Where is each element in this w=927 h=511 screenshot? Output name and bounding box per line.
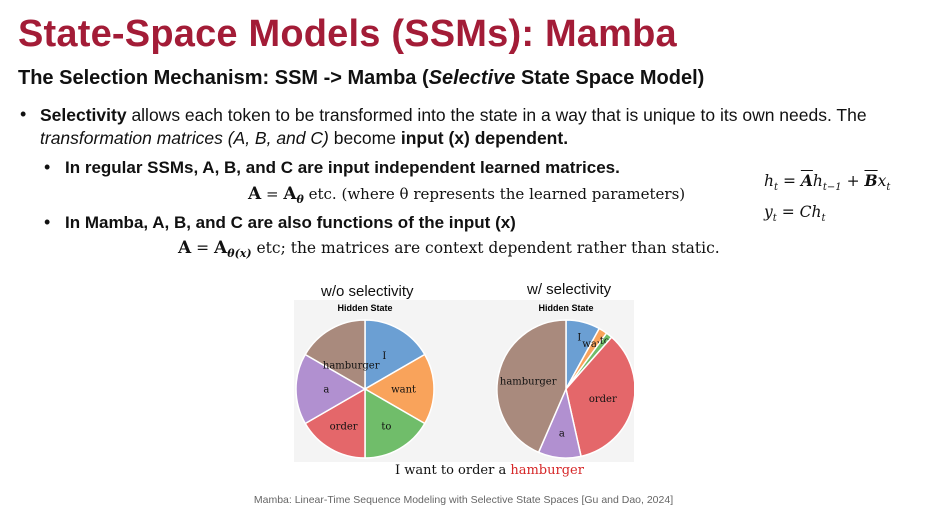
bullet-text: allows each token to be transformed into… bbox=[126, 105, 867, 125]
pie-slice-I bbox=[364, 319, 426, 391]
sub-t-minus-1: t−1 bbox=[822, 182, 842, 194]
pie-slice-hamburger bbox=[304, 319, 366, 391]
hidden-state-label-left: Hidden State bbox=[337, 303, 392, 313]
sym-x: x bbox=[877, 172, 887, 190]
pie-label-to: to bbox=[381, 422, 391, 433]
chart-title-right: w/ selectivity bbox=[527, 281, 612, 298]
sym-y: y bbox=[764, 203, 773, 221]
eq-lhs: A bbox=[248, 184, 262, 204]
bullet-dot: • bbox=[20, 104, 27, 124]
pie-label-hamburger: hamburger bbox=[500, 377, 557, 388]
bullet-bold: input (x) dependent. bbox=[400, 128, 569, 148]
eq-rhs: A bbox=[283, 184, 297, 204]
pie-label-order: order bbox=[589, 394, 617, 405]
bullet-text: become bbox=[328, 128, 401, 148]
pie-label-a: a bbox=[323, 385, 329, 396]
pie-label-to: to bbox=[600, 336, 610, 347]
subtitle-pre: The Selection Mechanism: SSM -> Mamba ( bbox=[18, 67, 429, 89]
slide-title: State-Space Models (SSMs): Mamba bbox=[18, 13, 677, 55]
pie-label-order: order bbox=[330, 422, 358, 433]
pie-label-want: want bbox=[391, 385, 416, 396]
sym-h: h bbox=[764, 172, 774, 190]
eq-note: etc; the matrices are context dependent … bbox=[251, 239, 720, 257]
sub-t: t bbox=[773, 182, 779, 194]
equation-static: A = Aθ etc. (where θ represents the lear… bbox=[248, 184, 685, 206]
pie-label-I: I bbox=[382, 351, 386, 362]
subtitle-post: State Space Model) bbox=[515, 67, 705, 89]
sym-h: h bbox=[811, 203, 822, 221]
pie-slice-to bbox=[364, 387, 426, 459]
eq-equals: = bbox=[191, 239, 215, 257]
caption-plain: I want to order a bbox=[395, 463, 511, 478]
pie-slice-a bbox=[295, 353, 367, 425]
pie-label-hamburger: hamburger bbox=[323, 361, 380, 372]
sub-t: t bbox=[886, 182, 891, 194]
hidden-state-label-right: Hidden State bbox=[538, 303, 593, 313]
sub-t: t bbox=[772, 213, 777, 225]
bullet-italic: transformation matrices (A, B, and C) bbox=[40, 128, 329, 148]
eq-sub: θ bbox=[296, 193, 304, 206]
sub-t: t bbox=[821, 213, 826, 225]
citation: Mamba: Linear-Time Sequence Modeling wit… bbox=[253, 494, 674, 506]
sym-h: h bbox=[812, 172, 823, 190]
bullet-dot: • bbox=[44, 157, 51, 177]
sym-a-bar: A bbox=[800, 171, 813, 190]
eq-sub: θ(x) bbox=[227, 247, 252, 261]
eq-equals: = bbox=[261, 185, 284, 203]
equation-dynamic: A = Aθ(x) etc; the matrices are context … bbox=[178, 238, 720, 260]
bullet-selectivity: Selectivity allows each token to be tran… bbox=[40, 104, 910, 150]
output-equation: yt = Cht bbox=[764, 203, 826, 225]
bullet-regular-ssm: In regular SSMs, A, B, and C are input i… bbox=[65, 158, 620, 177]
subtitle-italic: Selective bbox=[428, 67, 516, 89]
pie-charts: Hidden State Hidden State Iwanttoorderah… bbox=[295, 303, 636, 459]
pie-slice-order bbox=[304, 387, 366, 459]
pie-slice-want bbox=[363, 353, 435, 425]
eq-rhs: A bbox=[214, 238, 228, 258]
eq-note: etc. (where θ represents the learned par… bbox=[303, 185, 686, 203]
sym-c: C bbox=[799, 203, 812, 221]
chart-title-left: w/o selectivity bbox=[321, 283, 414, 300]
slide-subtitle: The Selection Mechanism: SSM -> Mamba (S… bbox=[18, 67, 704, 90]
pie-label-I: I bbox=[577, 332, 581, 343]
state-equation: ht = Aht−1 + Bxt bbox=[764, 171, 891, 194]
bullet-mamba: In Mamba, A, B, and C are also functions… bbox=[65, 213, 516, 232]
bullet-dot: • bbox=[44, 212, 51, 232]
figure-caption: I want to order a hamburger bbox=[395, 463, 584, 478]
pie-slice-order bbox=[565, 336, 636, 458]
sym-b-bar: B bbox=[864, 171, 878, 190]
pie-label-want: want bbox=[582, 339, 607, 350]
eq-lhs: A bbox=[178, 238, 192, 258]
caption-highlight: hamburger bbox=[510, 463, 584, 478]
pie-slice-hamburger bbox=[496, 319, 567, 454]
bullet-bold: Selectivity bbox=[40, 105, 127, 125]
pie-label-a: a bbox=[559, 429, 565, 440]
